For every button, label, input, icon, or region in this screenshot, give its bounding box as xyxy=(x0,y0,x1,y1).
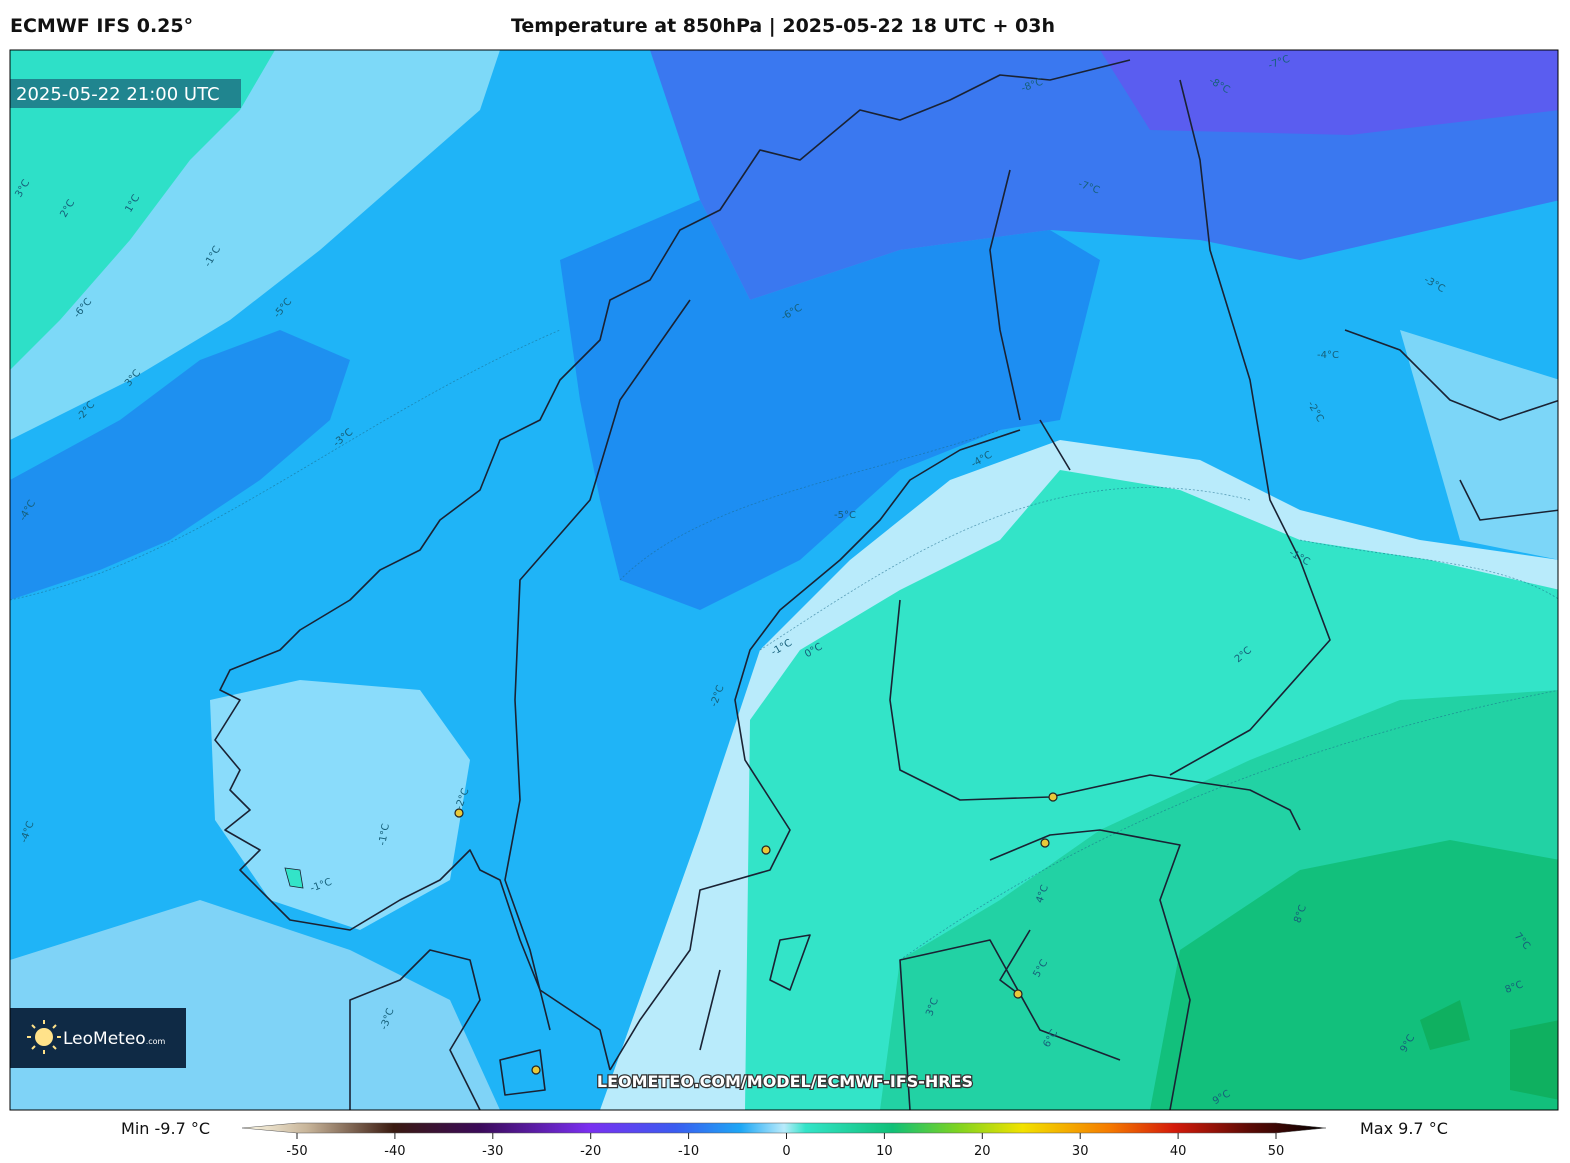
logo-suffix: .com xyxy=(146,1037,166,1046)
colorbar xyxy=(241,1122,1327,1134)
watermark: LEOMETEO.COM/MODEL/ECMWF-IFS-HRES xyxy=(597,1072,973,1091)
temp-area xyxy=(10,330,350,600)
valid-time: 2025-05-22 21:00 UTC xyxy=(16,84,220,105)
border xyxy=(504,299,691,1031)
colorbar-tick-label: 50 xyxy=(1268,1144,1285,1159)
city-marker xyxy=(531,1065,541,1075)
chart-title: Temperature at 850hPa | 2025-05-22 18 UT… xyxy=(511,15,1055,37)
colorbar-tick-label: 0 xyxy=(782,1144,790,1159)
contour-label: -4°C xyxy=(1317,350,1339,361)
temp-area xyxy=(1100,50,1558,135)
coastline xyxy=(1344,329,1558,521)
colorbar-tick-label: -20 xyxy=(580,1144,601,1159)
colorbar-tick-label: 30 xyxy=(1072,1144,1089,1159)
valid-time-box xyxy=(10,79,241,108)
logo-rays xyxy=(27,1020,61,1054)
temp-area xyxy=(210,680,470,930)
colorbar-tick-label: -50 xyxy=(286,1144,307,1159)
temp-area xyxy=(10,50,275,370)
logo-name: LeoMeteo xyxy=(63,1029,146,1049)
city-markers xyxy=(454,792,1058,1075)
map-frame xyxy=(9,49,1559,1111)
colorbar-tick-label: -30 xyxy=(482,1144,503,1159)
contour-label: -1°C xyxy=(377,823,392,847)
isotherm xyxy=(10,329,1558,961)
temp-area xyxy=(560,200,1100,610)
colorbar-tick-label: 20 xyxy=(974,1144,991,1159)
coastline xyxy=(349,949,546,1110)
temp-area xyxy=(284,867,304,889)
coastline xyxy=(609,429,1021,1071)
city-marker xyxy=(454,808,464,818)
colorbar-tick-label: -40 xyxy=(384,1144,405,1159)
max-label: Max 9.7 °C xyxy=(1360,1119,1448,1138)
contour-label: -5°C xyxy=(834,510,856,521)
model-name: ECMWF IFS 0.25° xyxy=(10,15,193,37)
border xyxy=(1169,79,1331,776)
map: 3°C2°C 1°C-1°C-6°C -5°C3°C-2°C-3°C-4°C-6°C… xyxy=(10,50,1558,1110)
coastline xyxy=(214,59,1131,1071)
temp-area xyxy=(1420,1000,1558,1100)
colorbar-tick-label: 10 xyxy=(876,1144,893,1159)
colorbar-ticks: -50 -40 -30 -20 -10 0 10 20 30 40 50 xyxy=(286,1133,1284,1159)
coastline xyxy=(699,934,811,1051)
border xyxy=(989,169,1071,471)
city-marker xyxy=(1013,989,1023,999)
logo-sun xyxy=(35,1028,53,1046)
logo-text: LeoMeteo.com xyxy=(63,1029,166,1049)
colorbar-tick-label: 40 xyxy=(1170,1144,1187,1159)
city-marker xyxy=(1040,838,1050,848)
min-label: Min -9.7 °C xyxy=(121,1119,210,1138)
border xyxy=(899,829,1191,1110)
colorbar-tick-label: -10 xyxy=(678,1144,699,1159)
temp-area xyxy=(1400,330,1558,560)
city-marker xyxy=(1048,792,1058,802)
city-marker xyxy=(761,845,771,855)
